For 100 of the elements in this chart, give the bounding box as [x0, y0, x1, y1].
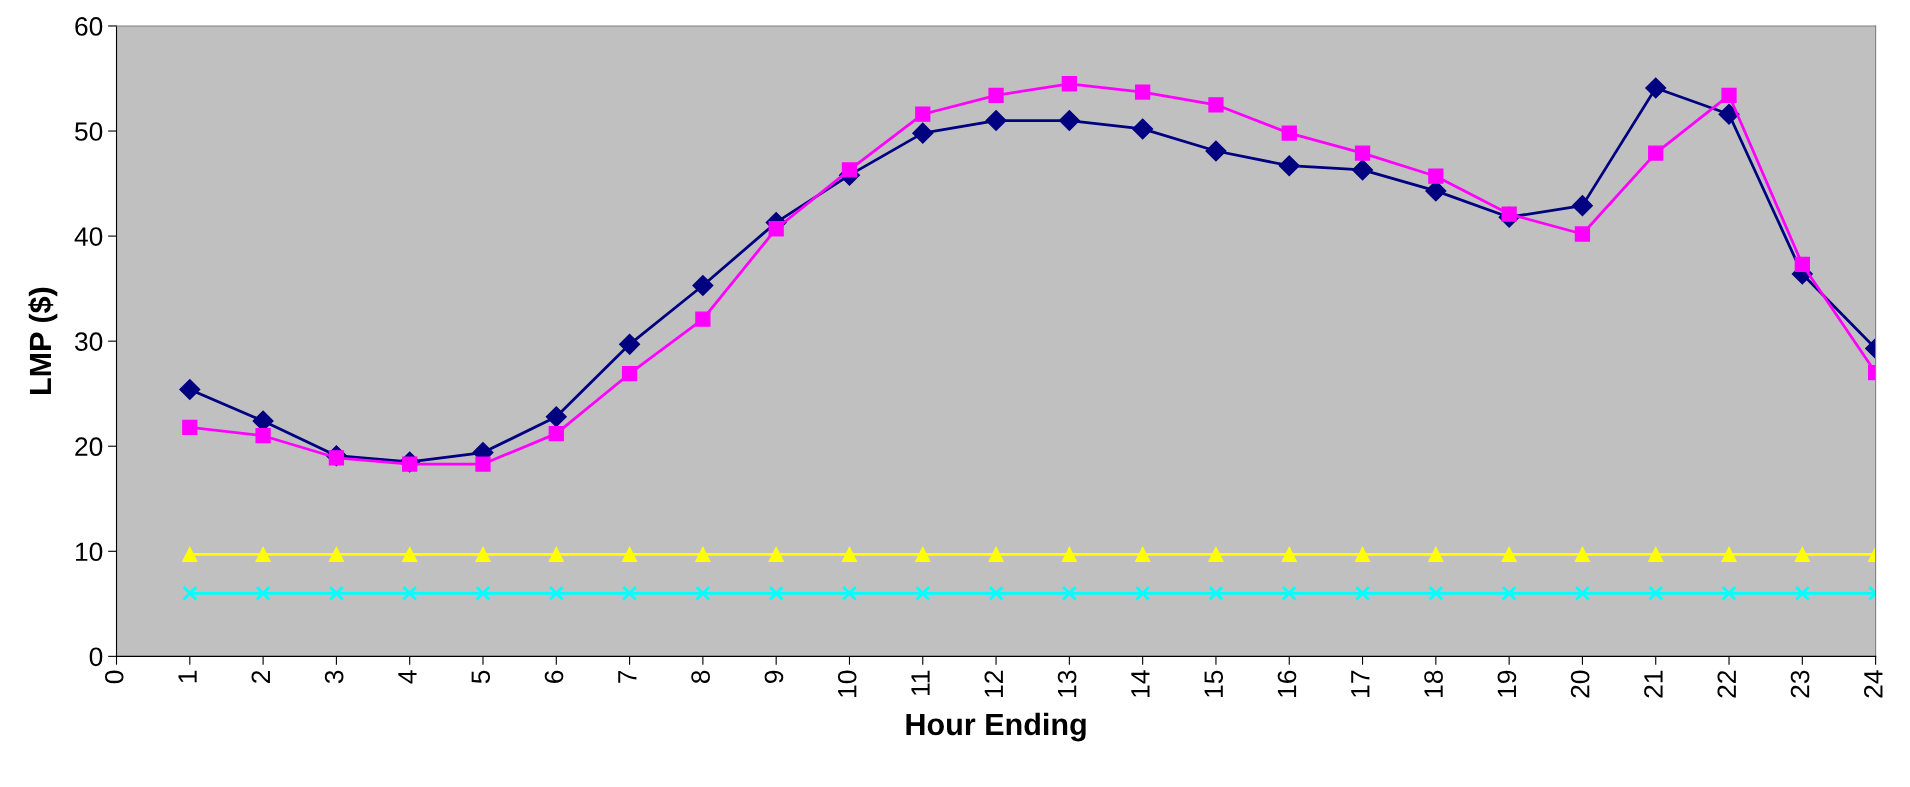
- point: [841, 585, 858, 601]
- point: [182, 419, 198, 435]
- x-tick-label: 4: [398, 670, 417, 684]
- y-tick-label: 50: [75, 122, 103, 141]
- point: [1648, 585, 1664, 601]
- x-tick-label: 20: [1570, 670, 1590, 698]
- point: [475, 585, 491, 601]
- y-tick-label: 30: [74, 332, 103, 351]
- point: [1354, 585, 1371, 601]
- point: [768, 546, 784, 563]
- point: [1281, 546, 1297, 563]
- point: [1794, 546, 1810, 563]
- y-tick-label: 60: [75, 17, 103, 36]
- x-tick-label: 22: [1717, 670, 1736, 698]
- x-tick-label: 3: [324, 670, 344, 684]
- point: [692, 274, 714, 296]
- point: [841, 162, 858, 178]
- point: [179, 378, 201, 401]
- x-tick-label: 23: [1790, 670, 1810, 698]
- point: [1721, 546, 1737, 563]
- x-tick-label: 13: [1057, 670, 1077, 697]
- point: [255, 585, 271, 601]
- point: [1061, 76, 1078, 92]
- point: [1135, 84, 1151, 100]
- point: [912, 122, 934, 144]
- point: [1281, 585, 1297, 601]
- point: [548, 546, 564, 563]
- x-tick-label: 9: [764, 670, 784, 683]
- x-tick-label: 12: [984, 670, 1003, 697]
- point: [182, 585, 198, 601]
- point: [768, 585, 784, 601]
- point: [1278, 155, 1300, 177]
- point: [1205, 140, 1227, 162]
- x-tick-label: 0: [104, 670, 124, 684]
- x-tick-label: 2: [251, 670, 270, 683]
- point: [1428, 168, 1444, 184]
- point: [1428, 585, 1444, 601]
- point: [1721, 87, 1737, 103]
- point: [621, 366, 638, 382]
- point: [695, 311, 711, 327]
- point: [695, 546, 711, 563]
- x-tick-label: 1: [178, 670, 197, 683]
- point: [548, 425, 564, 442]
- y-tick-label: 40: [74, 227, 103, 246]
- point: [1574, 226, 1591, 242]
- point: [1352, 159, 1374, 181]
- point: [1428, 546, 1444, 563]
- x-tick-label: 24: [1864, 670, 1883, 698]
- point: [915, 546, 931, 563]
- point: [1501, 585, 1517, 601]
- point: [988, 585, 1004, 601]
- point: [1058, 110, 1080, 132]
- point: [1648, 145, 1664, 161]
- point: [988, 87, 1004, 103]
- point: [545, 406, 567, 428]
- point: [1648, 546, 1664, 563]
- point: [1281, 125, 1297, 141]
- x-tick-label: 6: [544, 670, 564, 683]
- x-tick-label: 10: [837, 670, 857, 697]
- point: [988, 546, 1004, 563]
- point: [768, 221, 784, 237]
- point: [1574, 585, 1591, 601]
- point: [841, 546, 858, 563]
- y-tick-label: 0: [89, 647, 103, 667]
- x-tick-label: 17: [1351, 670, 1370, 697]
- point: [1501, 546, 1517, 563]
- point: [621, 546, 638, 563]
- x-tick-label: 8: [691, 670, 710, 684]
- point: [1208, 546, 1224, 563]
- point: [255, 428, 271, 444]
- point: [1571, 195, 1593, 217]
- point: [1135, 585, 1151, 601]
- point: [182, 546, 198, 563]
- point: [1208, 585, 1224, 601]
- x-tick-label: 15: [1204, 670, 1224, 697]
- point: [915, 106, 931, 122]
- point: [402, 546, 418, 563]
- x-tick-label: 14: [1131, 670, 1150, 697]
- point: [402, 585, 418, 601]
- point: [915, 585, 931, 601]
- x-tick-label: 5: [471, 670, 491, 684]
- point: [1718, 103, 1740, 125]
- y-tick-label: 20: [75, 437, 103, 457]
- y-axis-title: LMP ($): [28, 287, 58, 395]
- point: [1135, 546, 1151, 563]
- point: [621, 585, 638, 601]
- point: [1721, 585, 1737, 601]
- point: [1061, 585, 1077, 601]
- point: [475, 456, 491, 472]
- point: [1794, 256, 1810, 273]
- point: [1208, 97, 1224, 113]
- point: [475, 546, 491, 563]
- x-tick-label: 11: [911, 670, 930, 695]
- x-tick-label: 7: [618, 670, 637, 683]
- point: [985, 110, 1007, 132]
- point: [328, 585, 345, 601]
- point: [1354, 546, 1371, 563]
- point: [1645, 77, 1667, 99]
- x-tick-label: 18: [1424, 670, 1443, 697]
- x-tick-label: 16: [1277, 670, 1297, 697]
